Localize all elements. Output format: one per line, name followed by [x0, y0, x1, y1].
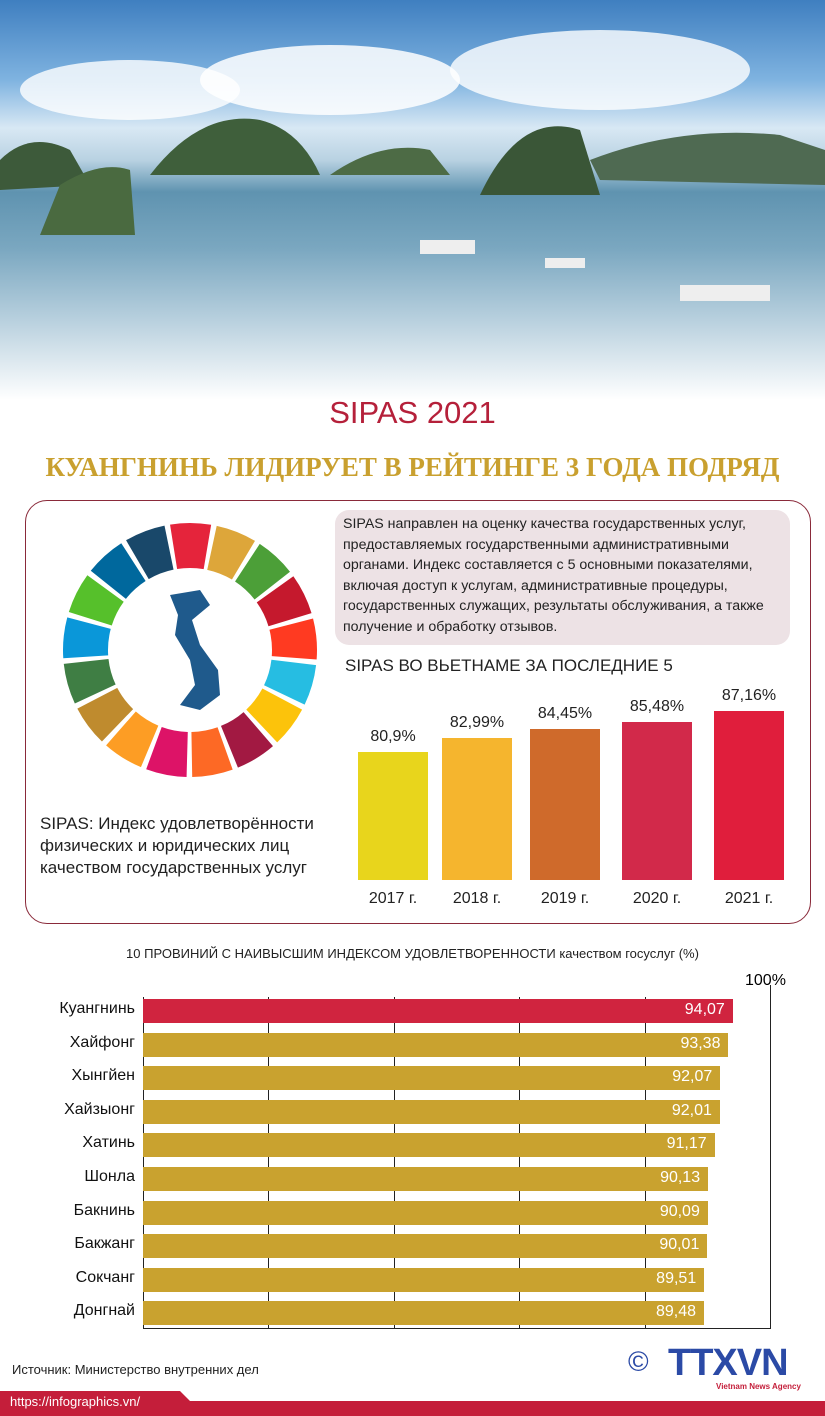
- sdg-segment: [207, 525, 255, 580]
- gridline: [268, 997, 270, 1329]
- sdg-segment: [146, 726, 188, 777]
- year-label: 2019 г.: [540, 890, 590, 907]
- gridline: [644, 997, 646, 1329]
- sdg-ring: [63, 523, 317, 777]
- sdg-segment: [220, 712, 273, 768]
- info-card: [25, 500, 811, 924]
- province-bar: [143, 1200, 708, 1225]
- province-bar: [143, 1301, 705, 1326]
- sipas-description: SIPAS направлен на оценку качества госуд…: [335, 510, 790, 645]
- yearly-chart-title: SIPAS ВО ВЬЕТНАМЕ ЗА ПОСЛЕДНИЕ 5: [345, 656, 673, 675]
- sdg-segment: [90, 543, 146, 599]
- sdg-segment: [269, 618, 317, 660]
- year-value-label: 87,16%: [721, 686, 777, 704]
- province-bar: [143, 1099, 720, 1124]
- sdg-segment: [256, 576, 312, 627]
- gridline: [519, 997, 521, 1329]
- sdg-segment: [246, 688, 303, 743]
- sdg-segment: [63, 658, 116, 704]
- gridline: [770, 985, 771, 1329]
- province-bar: [143, 1267, 705, 1292]
- sdg-segment: [264, 659, 317, 705]
- sdg-segment: [170, 523, 212, 570]
- gridline: [393, 997, 395, 1329]
- year-value-label: 85,48%: [629, 697, 685, 715]
- province-label: Куангнинь: [59, 1000, 135, 1017]
- province-value-label: 89,48: [655, 1303, 697, 1321]
- province-value-label: 90,09: [659, 1202, 700, 1220]
- islands-illustration: [0, 30, 825, 301]
- x-axis: [143, 1328, 770, 1329]
- province-label: Бакжанг: [74, 1235, 135, 1253]
- year-bar: [622, 721, 692, 880]
- year-label: 2018 г.: [452, 890, 502, 907]
- ttxvn-logo: TTXVN: [668, 1342, 789, 1384]
- province-label: Хатинь: [82, 1134, 135, 1152]
- province-label: Бакнинь: [73, 1201, 135, 1219]
- province-label: Хайфонг: [69, 1033, 135, 1051]
- province-value-label: 90,13: [660, 1169, 701, 1186]
- province-bar: [143, 1167, 709, 1191]
- province-bar: [143, 1234, 708, 1259]
- province-label: Хайзыонг: [64, 1100, 135, 1118]
- province-label: Хынгйен: [71, 1067, 135, 1085]
- province-value-label: 90,01: [659, 1236, 700, 1254]
- footer-url[interactable]: https://infographics.vn/: [10, 1394, 141, 1409]
- sdg-segment: [126, 525, 174, 580]
- province-value-label: 92,01: [671, 1101, 712, 1119]
- sdg-segment: [63, 617, 111, 659]
- province-bar: [143, 1133, 715, 1158]
- province-value-label: 92,07: [672, 1068, 713, 1086]
- province-bar: [143, 1066, 721, 1091]
- sdg-segment: [106, 711, 159, 768]
- year-label: 2021 г.: [724, 890, 774, 907]
- province-label: Сокчанг: [75, 1268, 135, 1286]
- halong-bay-photo: [0, 0, 825, 400]
- sipas-caption: SIPAS: Индекс удовлетворённости физическ…: [40, 814, 314, 877]
- year-bar: [442, 738, 512, 880]
- province-chart-title: 10 ПРОВИНИЙ С НАИВЫСШИМ ИНДЕКСОМ УДОВЛЕТ…: [126, 946, 699, 961]
- year-value-label: 80,9%: [370, 727, 416, 745]
- province-value-label: 94,07: [684, 1001, 725, 1018]
- province-bar: [143, 999, 733, 1023]
- year-bar: [530, 728, 600, 880]
- year-label: 2017 г.: [368, 890, 418, 907]
- province-value-label: 91,17: [666, 1135, 707, 1153]
- year-value-label: 82,99%: [449, 714, 505, 732]
- year-value-label: 84,45%: [537, 704, 593, 722]
- province-bar: [143, 1032, 729, 1057]
- copyright-icon: ©: [628, 1346, 649, 1377]
- logo-subtitle: Vietnam News Agency: [716, 1382, 801, 1391]
- province-value-label: 93,38: [680, 1034, 721, 1052]
- page-title: SIPAS 2021: [329, 395, 496, 430]
- year-label: 2020 г.: [632, 890, 682, 907]
- max-label: 100%: [745, 972, 786, 989]
- sdg-segment: [77, 687, 134, 742]
- page-subtitle: КУАНГНИНЬ ЛИДИРУЕТ В РЕЙТИНГЕ 3 ГОДА ПОД…: [45, 452, 780, 482]
- province-label: Донгнай: [73, 1302, 135, 1320]
- sdg-segment: [68, 575, 124, 626]
- province-label: Шонла: [84, 1168, 135, 1185]
- vietnam-map-icon: [170, 590, 220, 710]
- year-bar: [714, 710, 784, 880]
- sdg-segment: [191, 727, 233, 777]
- year-bar: [358, 751, 428, 880]
- source-text: Источник: Министерство внутренних дел: [12, 1362, 259, 1377]
- province-value-label: 89,51: [656, 1269, 697, 1287]
- y-axis: [143, 997, 144, 1329]
- sdg-segment: [235, 543, 291, 600]
